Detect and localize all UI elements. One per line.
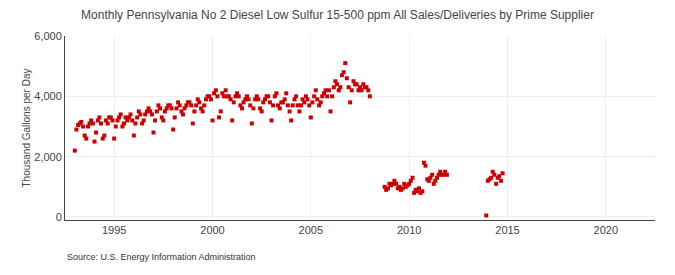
svg-text:0: 0	[56, 211, 62, 223]
svg-text:2015: 2015	[495, 224, 519, 236]
svg-text:6,000: 6,000	[34, 30, 62, 42]
svg-text:2005: 2005	[299, 224, 323, 236]
svg-text:1995: 1995	[102, 224, 126, 236]
svg-text:Source: U.S. Energy Informatio: Source: U.S. Energy Information Administ…	[67, 252, 256, 262]
svg-text:2000: 2000	[200, 224, 224, 236]
svg-text:4,000: 4,000	[34, 90, 62, 102]
svg-text:Monthly Pennsylvania No 2 Dies: Monthly Pennsylvania No 2 Diesel Low Sul…	[81, 8, 594, 22]
svg-text:2,000: 2,000	[34, 151, 62, 163]
svg-text:Thousand Gallons per Day: Thousand Gallons per Day	[21, 69, 32, 188]
svg-text:2010: 2010	[397, 224, 421, 236]
svg-text:2020: 2020	[594, 224, 618, 236]
